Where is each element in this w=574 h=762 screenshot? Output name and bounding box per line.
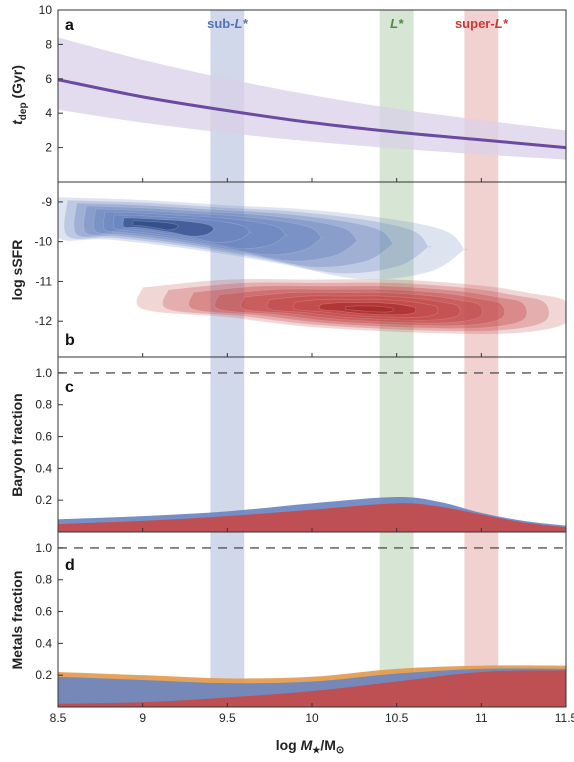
band-label-italic: L* — [390, 16, 404, 31]
contour-blue — [132, 220, 180, 231]
ytick-label-c: 0.8 — [35, 398, 52, 412]
xtick-label: 8.5 — [50, 711, 67, 725]
ytick-label-d: 0.8 — [35, 573, 52, 587]
ylabel-a-rest: (Gyr) — [9, 65, 25, 102]
xtick-label: 11 — [475, 711, 488, 725]
panel-a-depletion-time: 2 4 6 8 10 — [39, 3, 567, 160]
ylabel-c: Baryon fraction — [9, 393, 25, 496]
band-label-sub: sub-L* — [207, 16, 248, 31]
ytick-label-d: 0.6 — [35, 605, 52, 619]
xlabel-sun: ⊙ — [336, 745, 344, 756]
band-label-super: super-L* — [455, 16, 509, 31]
ytick-label-a: 2 — [45, 141, 52, 155]
ytick-label-a: 10 — [39, 3, 53, 17]
tdep-band — [58, 37, 566, 160]
ylabel-b: log sSFR — [9, 240, 25, 301]
xlabel-star: ★ — [312, 745, 321, 755]
contour-group — [58, 196, 566, 335]
ytick-label-a: 8 — [45, 37, 52, 51]
ytick-label-d: 1.0 — [35, 541, 52, 555]
panel-letter-a: a — [65, 17, 74, 34]
ytick-label-a: 4 — [45, 106, 52, 120]
xlabel-main: log — [276, 737, 301, 753]
band-label-italic: L* — [495, 16, 509, 31]
xlabel-italic: M — [301, 737, 313, 753]
xtick-label: 10.5 — [385, 711, 409, 725]
ytick-label-b: -10 — [35, 235, 53, 249]
ytick-label-b: -9 — [41, 195, 52, 209]
band-label-italic: L* — [235, 16, 249, 31]
ytick-label-d: 0.2 — [35, 668, 52, 682]
ytick-label-c: 1.0 — [35, 366, 52, 380]
xtick-label: 9 — [139, 711, 146, 725]
ylabel-d: Metals fraction — [9, 571, 25, 670]
xtick-label: 11.5 — [555, 711, 574, 725]
panel-d-metals-fraction: 0.2 0.4 0.6 0.8 1.0 — [35, 541, 566, 707]
panel-c-baryon-fraction: 0.2 0.4 0.6 0.8 1.0 — [35, 366, 566, 532]
ytick-label-c: 0.6 — [35, 430, 52, 444]
area-red — [58, 503, 566, 532]
xtick-label: 10 — [305, 711, 319, 725]
band-super — [464, 10, 499, 707]
ylabel-a-sub: dep — [18, 102, 29, 120]
panel-letter-c: c — [65, 379, 74, 396]
contour-red — [344, 305, 394, 313]
band-label-prefix: super- — [455, 16, 495, 31]
ytick-label-b: -12 — [35, 314, 53, 328]
panel-letter-d: d — [65, 557, 75, 574]
ytick-label-c: 0.2 — [35, 493, 52, 507]
area-red — [58, 670, 566, 707]
ytick-label-d: 0.4 — [35, 636, 52, 650]
panel-b-ssfr-contours: -9 -10 -11 -12 — [35, 195, 566, 335]
ytick-label-c: 0.4 — [35, 461, 52, 475]
panel-letter-b: b — [65, 332, 75, 349]
ytick-label-a: 6 — [45, 72, 52, 86]
band-label-prefix: sub- — [207, 16, 234, 31]
tdep-median-line — [57, 78, 567, 150]
xlabel: log M★/M⊙ — [276, 737, 345, 756]
ytick-label-b: -11 — [36, 274, 53, 288]
ylabel-a-main: t — [9, 119, 25, 125]
xtick-label: 9.5 — [219, 711, 236, 725]
xlabel-rest: /M — [320, 737, 336, 753]
ylabel-a: tdep (Gyr) — [9, 65, 29, 125]
band-label-lstar: L* — [390, 16, 404, 31]
x-axis: 8.5 9 9.5 10 10.5 11 11.5 — [50, 178, 574, 725]
